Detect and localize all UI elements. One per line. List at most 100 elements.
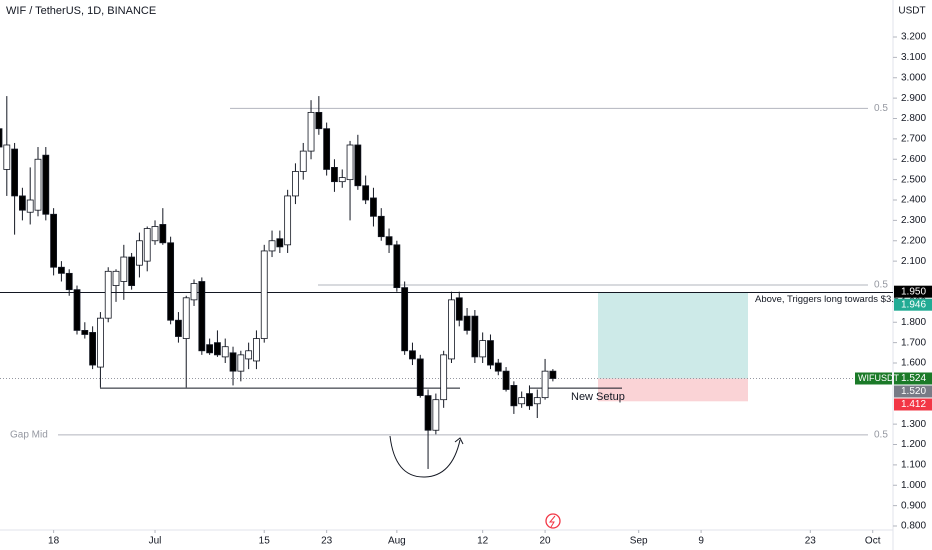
candle-body [151,226,159,242]
price-label-box [894,285,932,298]
x-tick-label: Oct [865,536,881,547]
candle-body [136,240,143,266]
candle-body [533,397,541,405]
y-tick-label: 1.800 [901,317,926,328]
candle-body [432,399,440,431]
arc-drawing [389,435,461,478]
candle-body [276,238,284,248]
candle-body [245,350,253,360]
candle-body [479,340,487,358]
y-tick-label: 2.800 [901,113,926,124]
y-tick-label: 3.000 [901,72,926,83]
fib-level-label: 0.5 [874,103,888,114]
x-tick-label: 23 [805,536,817,547]
candle-body [221,346,229,358]
candle-body [440,354,448,401]
candle-body [65,272,73,291]
y-tick-label: 2.500 [901,174,926,185]
y-tick-label: 2.400 [901,195,926,206]
candle-body [0,128,3,148]
y-tick-label: 2.300 [901,215,926,226]
candle-body [3,144,11,170]
candle-body [377,215,385,238]
candle-body [494,362,502,372]
y-tick-label: 1.200 [901,439,926,450]
currency: USDT [898,6,925,17]
x-tick-label: 20 [540,536,552,547]
candle-body [370,197,377,217]
symbol-label: WIFUSDT [858,373,899,383]
setup-label: New Setup [571,391,625,403]
candle-body [424,395,432,431]
candle-body [416,358,424,397]
fib-level-label: 0.5 [874,280,888,291]
candle-body [307,111,315,152]
candle-body [260,250,268,339]
candle-body [253,338,260,362]
candle-body [401,287,409,352]
x-tick-label: 15 [259,536,271,547]
candle-body [299,150,307,172]
fib-level-label: 0.5 [874,430,888,441]
price-label: 1.524 [901,373,926,384]
candle-body [338,177,346,183]
y-tick-label: 1.100 [901,460,926,471]
candle-body [182,297,190,339]
symbol-label-box [855,372,892,385]
arc-arrow [454,437,464,445]
price-label-box [894,372,932,385]
candle-body [455,297,463,321]
y-tick-label: 0.800 [901,521,926,532]
y-tick-label: 1.000 [901,480,926,491]
stop-zone [598,378,748,402]
candle-body [541,370,549,399]
candle-body [463,315,471,331]
candle-body [362,185,370,201]
candle-body [331,167,338,183]
candle-body [237,354,245,372]
x-tick-label: Jul [149,536,162,547]
candle-body [26,199,34,213]
candle-body [97,317,104,368]
candle-body [214,342,221,356]
candle-body [448,299,455,360]
y-tick-label: 2.700 [901,134,926,145]
candle-body [42,154,50,215]
candle-body [323,128,331,170]
price-label: 1.412 [901,399,926,410]
y-tick-label: 2.600 [901,154,926,165]
y-tick-label: 2.200 [901,235,926,246]
x-tick-label: 23 [321,536,333,547]
y-tick-label: 0.900 [901,500,926,511]
y-tick-label: 1.700 [901,337,926,348]
price-label: 1.520 [901,386,926,397]
candle-body [292,171,299,197]
price-label-box [894,398,932,411]
candle-body [471,315,479,358]
candle-body [346,144,354,181]
candle-body [11,148,19,197]
price-label: 1.950 [901,286,926,297]
candle-body [198,281,206,352]
candle-body [409,350,416,360]
price-label: 1.946 [901,299,926,310]
y-tick-label: 3.100 [901,52,926,63]
y-tick-label: 1.300 [901,419,926,430]
x-tick-label: 18 [48,536,60,547]
candle-body [175,319,182,337]
candle-body [385,236,393,246]
position-note: Above, Triggers long towards $3.5 [755,294,899,305]
candle-body [128,256,136,286]
event-bolt [548,515,556,528]
x-tick-label: Aug [388,536,406,547]
candle-body [526,393,533,407]
candle-body [487,340,494,366]
candle-body [50,213,58,268]
candle-body [315,111,323,130]
target-zone [598,292,748,379]
candle-body [284,195,292,246]
candle-body [112,270,120,286]
candle-body [104,270,112,319]
